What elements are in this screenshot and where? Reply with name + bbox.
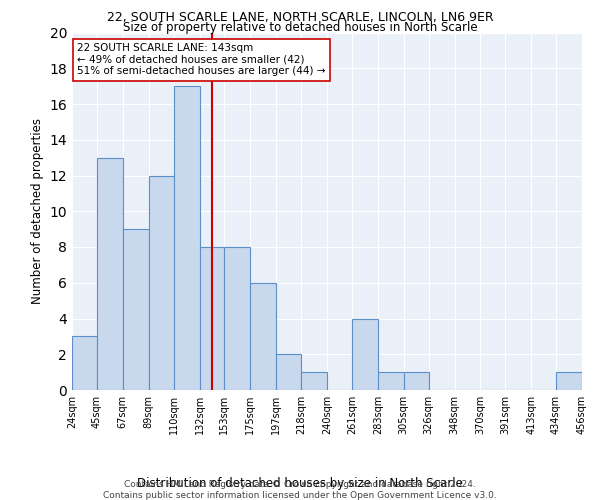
Bar	[556, 372, 582, 390]
Text: 22 SOUTH SCARLE LANE: 143sqm
← 49% of detached houses are smaller (42)
51% of se: 22 SOUTH SCARLE LANE: 143sqm ← 49% of de…	[77, 43, 326, 76]
Text: Distribution of detached houses by size in North Scarle: Distribution of detached houses by size …	[137, 477, 463, 490]
Bar	[123, 229, 149, 390]
Bar	[224, 247, 250, 390]
Bar	[250, 283, 276, 390]
Bar	[404, 372, 428, 390]
Text: 22, SOUTH SCARLE LANE, NORTH SCARLE, LINCOLN, LN6 9ER: 22, SOUTH SCARLE LANE, NORTH SCARLE, LIN…	[107, 11, 493, 24]
Bar	[276, 354, 301, 390]
Bar	[97, 158, 123, 390]
Bar	[149, 176, 173, 390]
Bar	[72, 336, 97, 390]
Bar	[199, 247, 224, 390]
Text: Contains HM Land Registry data © Crown copyright and database right 2024.
Contai: Contains HM Land Registry data © Crown c…	[103, 480, 497, 500]
Text: Size of property relative to detached houses in North Scarle: Size of property relative to detached ho…	[122, 21, 478, 34]
Bar	[173, 86, 199, 390]
Bar	[301, 372, 327, 390]
Bar	[378, 372, 404, 390]
Y-axis label: Number of detached properties: Number of detached properties	[31, 118, 44, 304]
Bar	[352, 318, 378, 390]
